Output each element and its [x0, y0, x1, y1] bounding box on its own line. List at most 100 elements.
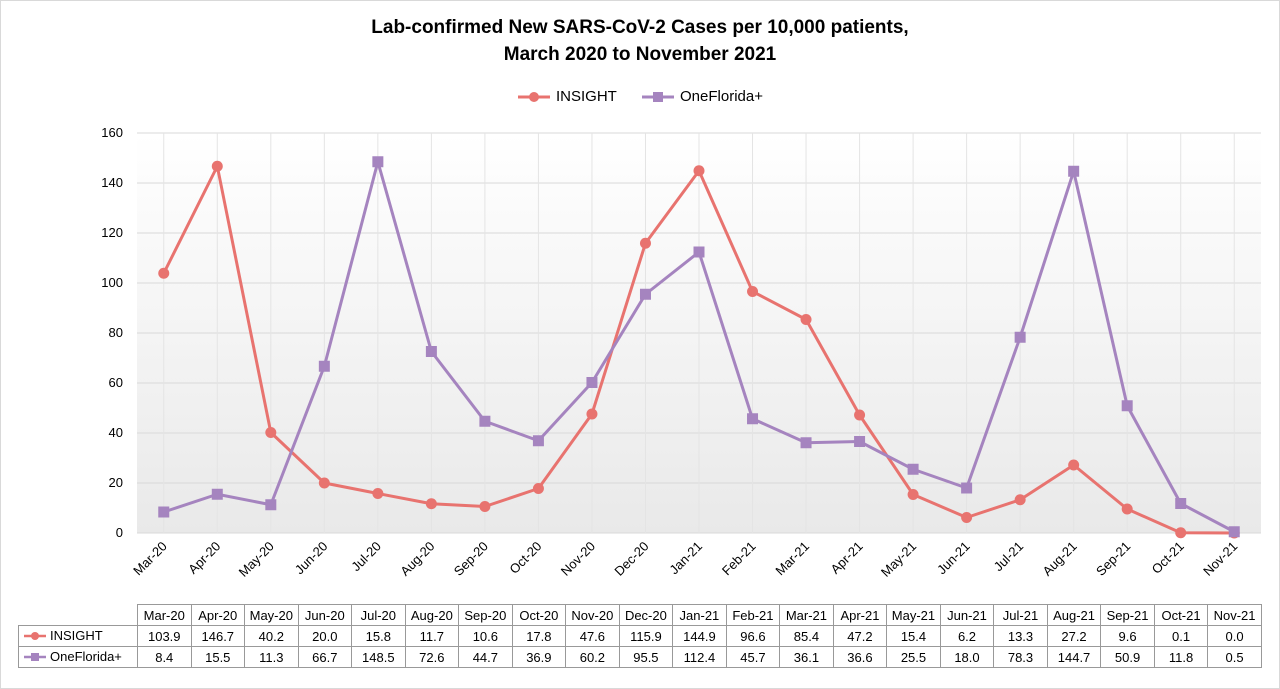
data-point — [372, 488, 384, 499]
x-tick-label: Nov-20 — [558, 539, 598, 579]
data-point — [586, 377, 598, 388]
table-cell: 15.5 — [190, 646, 246, 668]
data-point — [1121, 503, 1133, 515]
table-cell: 96.6 — [725, 625, 781, 647]
data-point — [907, 463, 919, 475]
chart-title: Lab-confirmed New SARS-CoV-2 Cases per 1… — [0, 14, 1280, 68]
table-row-insight: INSIGHT 103.9 146.7 40.2 20.0 15.8 11.7 10.6 17… — [18, 625, 1262, 647]
table-cell: 144.7 — [1046, 646, 1102, 668]
data-point — [961, 512, 973, 523]
data-point — [800, 314, 812, 325]
data-point — [639, 288, 651, 300]
table-cell: 17.8 — [511, 625, 567, 647]
table-cell: 66.7 — [297, 646, 353, 668]
data-point — [639, 237, 651, 249]
table-header-cell: Oct-21 — [1153, 604, 1209, 626]
table-cell: 112.4 — [672, 646, 727, 668]
vertical-gridlines — [163, 133, 1235, 533]
table-cell: 95.5 — [618, 646, 674, 668]
table-header-cell: Apr-21 — [832, 604, 888, 626]
table-square-icon — [24, 652, 46, 661]
table-header-cell: Sep-21 — [1100, 604, 1155, 626]
table-cell: 103.9 — [137, 625, 192, 647]
table-header-cell: Apr-20 — [190, 604, 246, 626]
table-header-cell: Aug-20 — [404, 604, 460, 626]
x-tick-label: Jul-21 — [991, 539, 1027, 575]
x-tick-label: Aug-21 — [1040, 539, 1080, 579]
table-header-cell: Mar-20 — [137, 604, 192, 626]
data-point — [693, 165, 705, 177]
data-point — [211, 160, 223, 172]
data-point — [158, 506, 170, 518]
table-cell: 40.2 — [244, 625, 299, 647]
table-series-name: OneFlorida+ — [50, 649, 122, 665]
table-rowhead-oneflorida: OneFlorida+ — [18, 646, 138, 668]
table-header-cell: Sep-20 — [458, 604, 513, 626]
table-header-cell: Jun-20 — [297, 604, 353, 626]
table-cell: 78.3 — [993, 646, 1048, 668]
y-tick-label: 80 — [109, 325, 123, 340]
x-tick-label: Apr-20 — [185, 539, 223, 577]
data-point — [318, 360, 330, 372]
x-tick-label: Oct-20 — [506, 539, 544, 577]
x-tick-label: Sep-21 — [1093, 539, 1133, 579]
table-cell: 36.1 — [779, 646, 834, 668]
x-axis-ticks: Mar-20 Apr-20 May-20 Jun-20 Jul-20 Aug-20 Sep-… — [130, 539, 1240, 580]
data-point — [265, 427, 277, 438]
table-header-row: Mar-20 Apr-20 May-20 Jun-20 Jul-20 Aug-20 Sep-… — [19, 604, 1262, 626]
table-cell: 11.7 — [404, 625, 460, 647]
y-tick-label: 40 — [109, 425, 123, 440]
data-point — [1175, 527, 1187, 539]
table-circle-icon — [24, 631, 46, 640]
table-header-cell: Jul-21 — [993, 604, 1048, 626]
table-header-cell: Nov-20 — [565, 604, 620, 626]
table-cell: 36.6 — [832, 646, 888, 668]
data-point — [158, 267, 170, 279]
table-header-cell: Aug-21 — [1046, 604, 1102, 626]
table-header-cell: Dec-20 — [618, 604, 674, 626]
table-row-oneflorida: OneFlorida+ 8.4 15.5 11.3 66.7 148.5 72.6 44.7… — [18, 646, 1262, 668]
table-cell: 144.9 — [672, 625, 727, 647]
x-tick-label: Apr-21 — [827, 539, 865, 577]
x-tick-label: Jun-20 — [292, 539, 331, 578]
table-header-cell: Jan-21 — [672, 604, 727, 626]
y-tick-label: 100 — [101, 275, 123, 290]
data-point — [961, 482, 973, 494]
table-cell: 0.5 — [1207, 646, 1262, 668]
table-cell: 115.9 — [618, 625, 674, 647]
data-point — [211, 488, 223, 500]
chart-legend: INSIGHT OneFlorida+ — [0, 88, 1280, 107]
x-tick-label: Jun-21 — [934, 539, 973, 578]
data-point — [1068, 459, 1080, 471]
y-tick-label: 60 — [109, 375, 123, 390]
series-group — [158, 156, 1240, 539]
chart-title-line-2: March 2020 to November 2021 — [503, 44, 777, 65]
data-table: Mar-20 Apr-20 May-20 Jun-20 Jul-20 Aug-20 Sep-… — [18, 604, 1262, 668]
table-header-cell: May-20 — [244, 604, 299, 626]
data-point — [1014, 331, 1026, 343]
data-point — [479, 501, 491, 512]
table-cell: 50.9 — [1100, 646, 1155, 668]
table-cell: 20.0 — [297, 625, 353, 647]
legend-item-insight: INSIGHT — [517, 88, 617, 105]
data-point — [693, 246, 705, 258]
table-cell: 60.2 — [565, 646, 620, 668]
table-cell: 13.3 — [993, 625, 1048, 647]
table-cell: 72.6 — [404, 646, 460, 668]
table-header-cell: Jun-21 — [939, 604, 995, 626]
table-rowhead-insight: INSIGHT — [18, 625, 138, 647]
table-header-cell: Feb-21 — [725, 604, 781, 626]
table-cell: 45.7 — [725, 646, 781, 668]
table-cell: 10.6 — [458, 625, 513, 647]
data-point — [800, 437, 812, 449]
data-point — [1228, 526, 1240, 538]
legend-line-square-icon — [642, 91, 675, 102]
y-tick-label: 20 — [109, 475, 123, 490]
y-tick-label: 0 — [116, 525, 123, 540]
legend-line-circle-icon — [518, 91, 550, 102]
table-cell: 85.4 — [779, 625, 834, 647]
table-cell: 6.2 — [939, 625, 995, 647]
data-point — [907, 489, 919, 500]
table-cell: 148.5 — [351, 646, 406, 668]
